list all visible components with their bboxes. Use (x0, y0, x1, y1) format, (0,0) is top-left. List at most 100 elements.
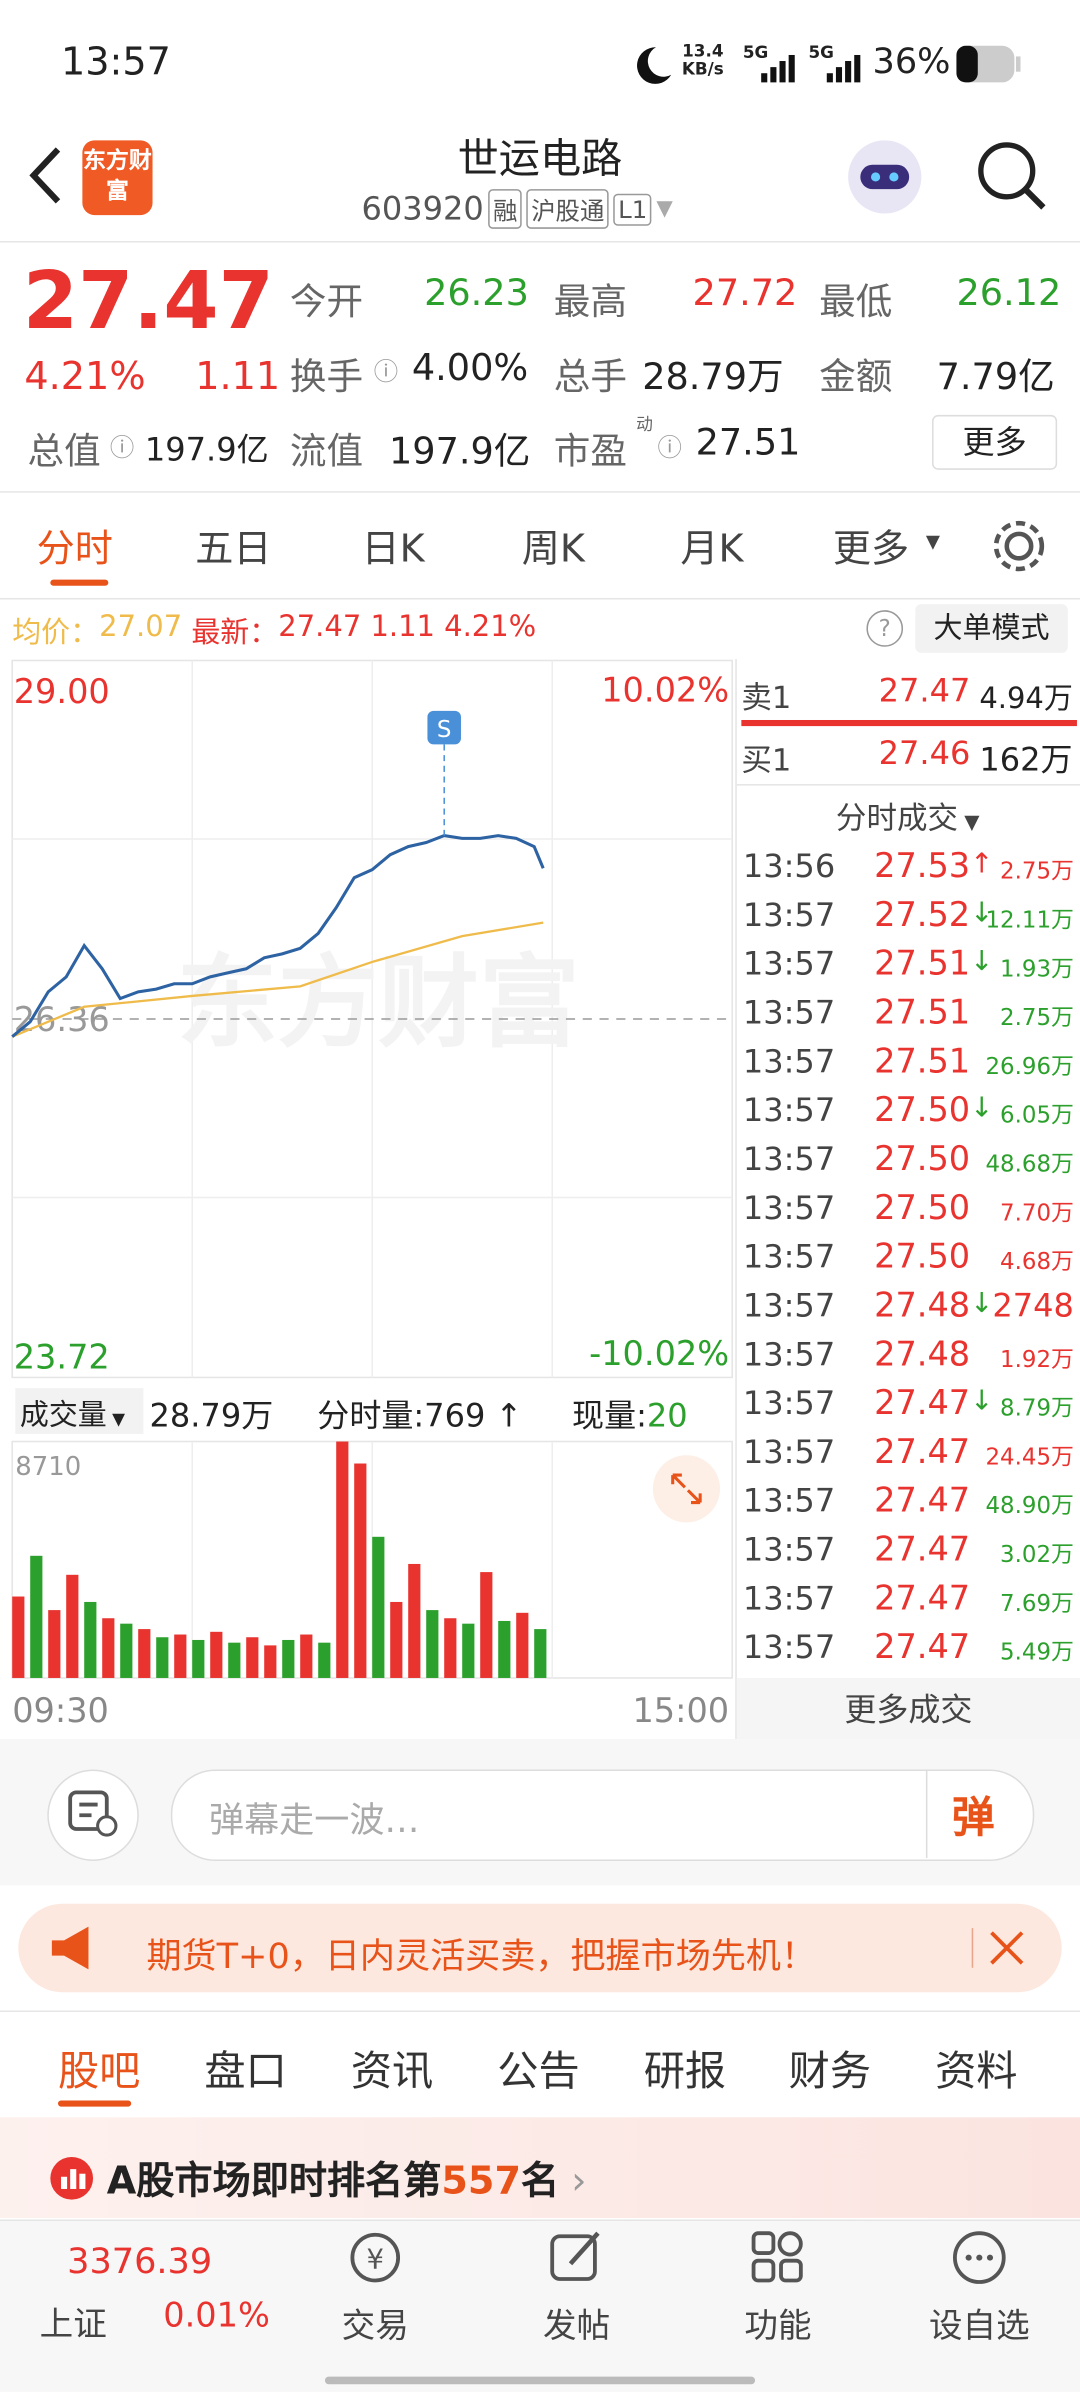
ranking-bar[interactable] (0, 2117, 1080, 2218)
volume-bar (462, 1623, 475, 1678)
trades-title-text: 分时成交 (835, 799, 958, 836)
current-volume-value: 20 (646, 1397, 688, 1434)
signal-bars (826, 54, 861, 83)
ranking-icon (50, 2156, 94, 2200)
comment-input[interactable] (170, 1769, 1035, 1862)
trade-time: 13:57 (742, 1433, 836, 1471)
volume-bar (246, 1637, 259, 1678)
more-trades-label[interactable]: 更多成交 (844, 1691, 973, 1729)
nav-item[interactable]: 设自选 (928, 2307, 1030, 2347)
ranking-text[interactable]: A股市场即时排名第557名 › (106, 2158, 587, 2203)
ranking-suffix: 名 (521, 2158, 560, 2203)
avg-label: 均价： (12, 616, 100, 650)
robot-avatar[interactable] (842, 134, 927, 219)
expand-icon (671, 1473, 702, 1505)
tab[interactable]: 周K (521, 526, 585, 571)
trade-price: 27.52 (874, 896, 971, 936)
trade-price: 27.47 (874, 1385, 971, 1424)
tab[interactable]: 公告 (497, 2048, 580, 2096)
divider (735, 658, 737, 1739)
ask-bid-bar (741, 719, 1077, 727)
volume-selector[interactable] (15, 1388, 144, 1434)
search-button[interactable] (973, 137, 1049, 213)
trade-time: 13:57 (742, 1531, 836, 1569)
field-value: 27.72 (692, 271, 798, 315)
field-label: 流值 (289, 430, 364, 473)
volume-total: 28.79万 (149, 1397, 274, 1434)
expand-button[interactable] (652, 1455, 720, 1523)
field-value: 26.23 (424, 271, 529, 315)
field-label: 市盈 (553, 430, 627, 473)
moon-icon (637, 47, 672, 84)
settings-button[interactable] (988, 516, 1049, 577)
banner-text[interactable]: 期货T+0，日内灵活买卖，把握市场先机！ (146, 1937, 817, 1977)
index-value[interactable]: 3376.39 (67, 2242, 213, 2283)
tab-active[interactable]: 股吧 (57, 2048, 141, 2096)
field-value: 26.12 (956, 271, 1062, 315)
dropdown-arrow[interactable]: ▼ (656, 196, 673, 222)
trade-time: 13:57 (742, 1336, 836, 1373)
mode-button[interactable]: 大单模式 (915, 604, 1068, 653)
close-button[interactable] (988, 1930, 1025, 1967)
tab[interactable]: 资讯 (350, 2048, 434, 2096)
promo-banner[interactable] (18, 1903, 1062, 1993)
trade-volume: 26.96万 (985, 1052, 1074, 1080)
volume-bar (156, 1637, 169, 1678)
trade-volume: 24.45万 (985, 1443, 1074, 1471)
home-indicator (324, 2376, 756, 2385)
volume-bar (138, 1629, 151, 1678)
help-icon[interactable]: ? (866, 610, 904, 647)
minute-volume: 分时量:769 ↑ (317, 1391, 522, 1437)
bottom-nav (0, 2219, 1080, 2392)
volume-bar (174, 1634, 187, 1678)
volume-label[interactable]: 成交量 ▼ (19, 1398, 126, 1433)
trade-volume: 7.69万 (1000, 1589, 1074, 1617)
trade-price: 27.51 (874, 994, 971, 1033)
info-icon[interactable]: ⓘ (657, 433, 682, 463)
index-name[interactable]: 上证 (39, 2306, 107, 2345)
pct-label: 10.02% (601, 671, 729, 710)
trade-arrow: ↓ (970, 1287, 994, 1320)
signal-label: 5G (808, 42, 834, 63)
volume-bar (210, 1631, 223, 1678)
more-button[interactable]: 更多 (932, 414, 1058, 470)
trade-volume: 1.92万 (1000, 1345, 1074, 1373)
trades-title[interactable]: 分时成交 ▼ (835, 799, 980, 836)
tab[interactable]: 月K (680, 526, 744, 571)
tag: 融 (488, 189, 522, 229)
info-icon[interactable]: ⓘ (109, 433, 135, 463)
trade-volume: 2748 (992, 1287, 1074, 1325)
nav-item[interactable]: 发帖 (543, 2307, 611, 2347)
more-trades[interactable] (736, 1677, 1080, 1739)
index-change[interactable]: 0.01% (163, 2297, 270, 2336)
tab[interactable]: 日K (361, 526, 425, 571)
tab-active[interactable]: 分时 (36, 526, 113, 571)
watchlist-icon (953, 2231, 1006, 2284)
trade-volume: 4.68万 (1000, 1247, 1074, 1276)
net-speed: 13.4 KB/s (682, 41, 724, 80)
info-icon[interactable]: ⓘ (373, 356, 399, 386)
danmaku-button[interactable]: 弹 (951, 1792, 995, 1843)
tab[interactable]: 盘口 (204, 2048, 287, 2096)
current-volume-label: 现量: (572, 1397, 647, 1434)
trade-time: 13:57 (742, 1482, 836, 1520)
tab[interactable]: 财务 (788, 2048, 872, 2096)
trade-volume: 2.75万 (1000, 1003, 1074, 1032)
comment-placeholder[interactable]: 弹幕走一波… (208, 1801, 420, 1842)
tab[interactable]: 研报 (643, 2048, 727, 2096)
field-label: 金额 (819, 355, 893, 399)
trade-time: 13:57 (742, 994, 836, 1032)
tab-underline (57, 2100, 132, 2107)
nav-item[interactable]: 交易 (341, 2307, 409, 2347)
field-value: 197.9亿 (388, 430, 531, 473)
trade-volume: 1.93万 (1000, 954, 1074, 983)
tab[interactable]: 更多 (832, 526, 910, 571)
net-speed-value: 13.4 (682, 41, 724, 62)
nav-item[interactable]: 功能 (744, 2307, 812, 2347)
comment-list-button[interactable] (47, 1769, 139, 1862)
tab[interactable]: 五日 (195, 526, 272, 571)
tab[interactable]: 资料 (935, 2048, 1018, 2096)
trade-volume: 3.02万 (1000, 1540, 1074, 1569)
back-button[interactable] (21, 143, 67, 207)
app-logo: 东方财富 (82, 140, 153, 216)
